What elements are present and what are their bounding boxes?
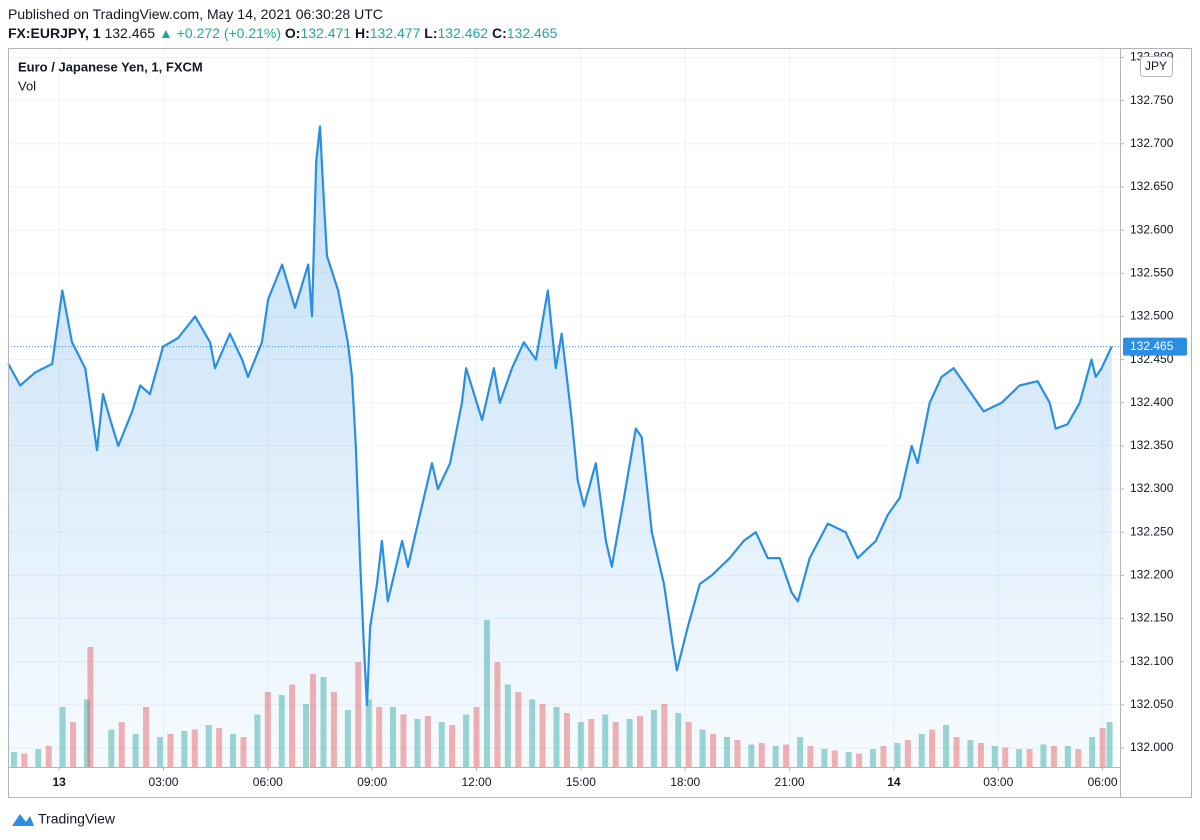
x-tick-label: 12:00 <box>462 775 492 789</box>
y-tick-label: 132.500 <box>1130 309 1174 323</box>
y-tick-label: 132.000 <box>1130 740 1174 754</box>
ohlc-label: O: <box>284 25 301 41</box>
x-tick-label: 06:00 <box>1088 775 1118 789</box>
y-tick-label: 132.250 <box>1130 524 1174 538</box>
ohlc-value: 132.477 <box>369 25 421 41</box>
price-line <box>7 125 1113 706</box>
x-tick-label: 03:00 <box>148 775 178 789</box>
area <box>8 126 1112 767</box>
y-tick-label: 132.700 <box>1130 136 1174 150</box>
symbol: FX:EURJPY, 1 <box>8 25 101 41</box>
logo: TradingView <box>12 811 116 827</box>
y-tick-label: 132.400 <box>1130 395 1174 409</box>
x-tick-label: 03:00 <box>983 775 1013 789</box>
y-tick-label: 132.550 <box>1130 265 1174 279</box>
x-tick-label: 13 <box>52 775 66 789</box>
ohlc-value: 132.471 <box>300 25 352 41</box>
legend-row: FX:EURJPY, 1 132.465 ▲ +0.272 (+0.21%) O… <box>8 24 557 43</box>
chart-title: Euro / Japanese Yen, 1, FXCM <box>18 59 203 74</box>
x-tick-label: 09:00 <box>357 775 387 789</box>
ohlc-value: 132.462 <box>437 25 489 41</box>
currency-badge <box>1140 56 1173 77</box>
y-tick-label: 132.300 <box>1130 481 1174 495</box>
published: Published on TradingView.com, May 14, 20… <box>8 6 383 22</box>
ohlc-value: 132.465 <box>506 25 558 41</box>
ohlc: O:132.471 H:132.477 L:132.462 C:132.465 <box>285 25 557 41</box>
y-tick-label: 132.600 <box>1130 222 1174 236</box>
y-tick-label: 132.100 <box>1130 654 1174 668</box>
frame <box>8 48 1192 798</box>
y-tick-label: 132.350 <box>1130 438 1174 452</box>
y-tick-label: 132.650 <box>1130 179 1174 193</box>
axes: 132.000 132.050 132.100 132.150 132.200 132.2… <box>52 50 1187 789</box>
brand: TradingView <box>38 811 116 827</box>
ohlc-label: C: <box>491 25 507 41</box>
change: ▲ +0.272 (+0.21%) <box>158 25 282 41</box>
logo-icon <box>12 814 34 826</box>
currency: JPY <box>1145 59 1167 73</box>
y-tick-label: 132.200 <box>1130 568 1174 582</box>
volume-label: Vol <box>18 78 36 93</box>
last-price-badge <box>1123 337 1187 356</box>
x-tick-label: 15:00 <box>566 775 596 789</box>
x-tick-label: 21:00 <box>775 775 805 789</box>
y-tick-label: 132.150 <box>1130 611 1174 625</box>
last-price-label: 132.465 <box>1130 339 1174 353</box>
y-tick-label: 132.050 <box>1130 697 1174 711</box>
ohlc-label: L: <box>424 25 438 41</box>
ohlc-label: H: <box>354 25 370 41</box>
plot <box>7 125 1120 767</box>
x-tick-label: 06:00 <box>253 775 283 789</box>
x-tick-label: 14 <box>887 775 901 789</box>
price: 132.465 <box>104 25 156 41</box>
y-tick-label: 132.750 <box>1130 93 1174 107</box>
x-tick-label: 18:00 <box>670 775 700 789</box>
header: Published on TradingView.com, May 14, 20… <box>8 5 557 43</box>
